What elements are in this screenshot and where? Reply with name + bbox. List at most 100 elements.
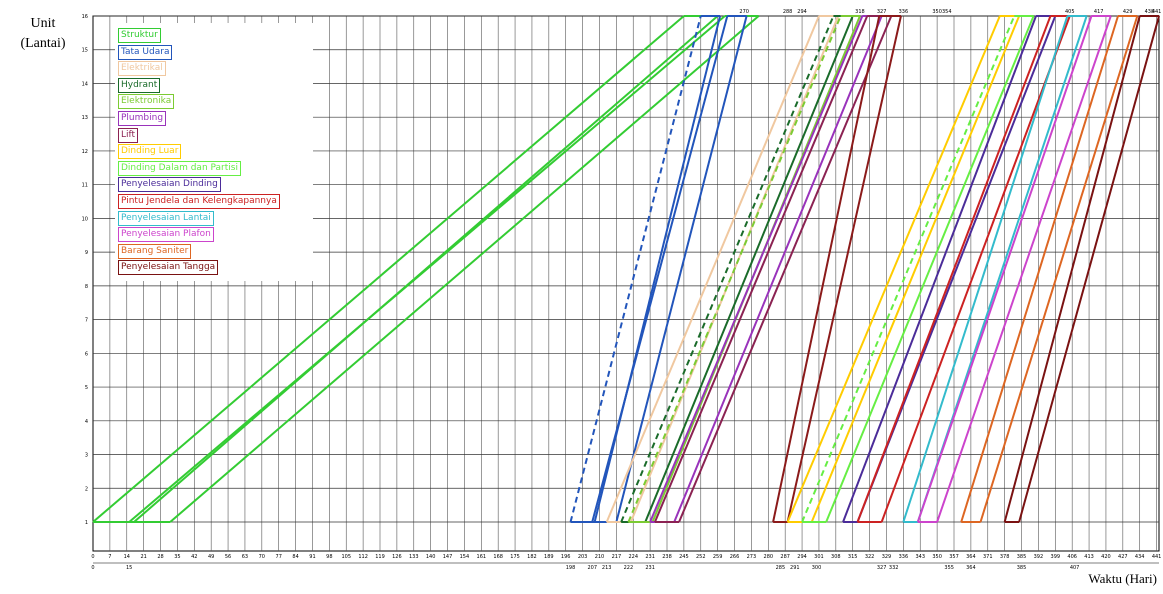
series-barang-saniter	[960, 15, 1139, 523]
x-tick-label: 441	[1152, 554, 1162, 560]
x-tick-label: 168	[493, 554, 503, 560]
x-tick-label: 77	[276, 554, 282, 560]
y-tick-label: 10	[82, 216, 88, 222]
x-axis-label: Waktu (Hari)	[1088, 571, 1157, 586]
y-tick-label: 1	[85, 520, 88, 526]
start-day-label: 285	[776, 565, 786, 571]
series-finish-line	[678, 15, 893, 523]
y-tick-label: 11	[82, 183, 88, 189]
finish-day-label: 405	[1065, 9, 1075, 15]
y-tick-label: 14	[82, 81, 88, 87]
series-finish-line	[979, 15, 1139, 523]
finish-day-label: 429	[1123, 9, 1133, 15]
series-finish-line	[936, 15, 1112, 523]
x-tick-label: 259	[713, 554, 723, 560]
finish-day-label: 288	[783, 9, 793, 15]
x-tick-label: 399	[1051, 554, 1061, 560]
series-start-line	[1003, 15, 1141, 523]
y-tick-label: 15	[82, 48, 88, 54]
x-tick-label: 287	[780, 554, 790, 560]
start-day-label: 355	[944, 565, 954, 571]
x-tick-label: 84	[292, 554, 298, 560]
series-start-line	[856, 15, 1052, 523]
x-tick-label: 343	[915, 554, 925, 560]
start-day-label: 198	[566, 565, 576, 571]
x-tick-label: 140	[426, 554, 436, 560]
series-finish-line	[644, 15, 854, 523]
legend-entry-penyelesaian-tangga: Penyelesaian Tangga	[118, 260, 219, 276]
y-tick-label: 5	[85, 385, 88, 391]
x-tick-label: 336	[899, 554, 909, 560]
x-tick-label: 231	[645, 554, 655, 560]
x-tick-label: 203	[578, 554, 588, 560]
legend-entry-dinding-luar: Dinding Luar	[118, 144, 182, 160]
series-start-line	[649, 15, 864, 523]
y-axis-label-line-2: (Lantai)	[20, 36, 66, 51]
x-tick-label: 119	[375, 554, 385, 560]
series-dinding-luar	[786, 15, 1021, 523]
x-tick-label: 364	[966, 554, 976, 560]
series-finish-line	[169, 15, 760, 523]
x-tick-label: 266	[730, 554, 740, 560]
legend-entry-hydrant: Hydrant	[118, 77, 161, 93]
finish-day-label: 350	[932, 9, 942, 15]
x-tick-label: 392	[1034, 554, 1044, 560]
series-finish-line	[615, 15, 748, 523]
y-tick-label: 3	[85, 453, 88, 459]
series-finish-line	[880, 15, 1071, 523]
start-day-label: 327	[877, 565, 887, 571]
x-tick-label: 371	[983, 554, 993, 560]
legend-entry-penyelesaian-lantai: Penyelesaian Lantai	[118, 210, 214, 226]
start-day-label: 407	[1070, 565, 1080, 571]
finish-day-label: 294	[797, 9, 807, 15]
finish-day-label: 318	[855, 9, 865, 15]
y-tick-label: 12	[82, 149, 88, 155]
start-day-label: 213	[602, 565, 612, 571]
series-start-line	[772, 15, 881, 523]
x-tick-label: 35	[174, 554, 180, 560]
series-start-line	[960, 15, 1119, 523]
series-penyelesaian-tangga	[772, 15, 902, 523]
finish-day-label: 441	[1152, 9, 1162, 15]
x-tick-label: 91	[309, 554, 315, 560]
x-tick-label: 63	[242, 554, 248, 560]
finish-day-label: 438	[1145, 9, 1155, 15]
x-tick-label: 21	[140, 554, 146, 560]
start-day-label: 0	[91, 565, 94, 571]
x-tick-label: 301	[814, 554, 824, 560]
legend-entry-plumbing: Plumbing	[118, 111, 167, 126]
series-layer	[92, 15, 1160, 523]
x-tick-label: 308	[831, 554, 841, 560]
legend-entry-penyelesaian-plafon: Penyelesaian Plafon	[118, 227, 214, 243]
finish-day-label: 417	[1094, 9, 1104, 15]
x-tick-label: 182	[527, 554, 537, 560]
x-tick-label: 357	[949, 554, 959, 560]
x-tick-label: 133	[409, 554, 419, 560]
x-tick-label: 329	[882, 554, 892, 560]
x-tick-label: 210	[595, 554, 605, 560]
y-tick-label: 2	[85, 486, 88, 492]
x-tick-label: 161	[477, 554, 487, 560]
series-start-line	[128, 15, 726, 523]
y-tick-label: 9	[85, 250, 88, 256]
series-penyelesaian-tangga	[1003, 15, 1160, 523]
x-tick-label: 189	[544, 554, 554, 560]
series-start-line	[902, 15, 1069, 523]
series-start-line	[569, 15, 702, 523]
x-tick-label: 28	[157, 554, 163, 560]
legend-entry-barang-saniter: Barang Saniter	[118, 243, 192, 259]
finish-day-label: 327	[877, 9, 887, 15]
x-tick-label: 294	[797, 554, 807, 560]
legend-entry-dinding-dalam-dan-partisi: Dinding Dalam dan Partisi	[118, 160, 241, 176]
start-day-label: 231	[645, 565, 655, 571]
x-tick-label: 147	[443, 554, 453, 560]
series-start-line	[654, 15, 869, 523]
x-tick-label: 14	[124, 554, 130, 560]
legend: Struktur Tata Udara Elektrikal Hydrant Elekt…	[115, 23, 313, 281]
series-start-line	[92, 15, 685, 523]
x-tick-label: 49	[208, 554, 214, 560]
start-day-label: 291	[790, 565, 800, 571]
y-tick-label: 6	[85, 351, 88, 357]
series-start-line	[801, 15, 1016, 523]
